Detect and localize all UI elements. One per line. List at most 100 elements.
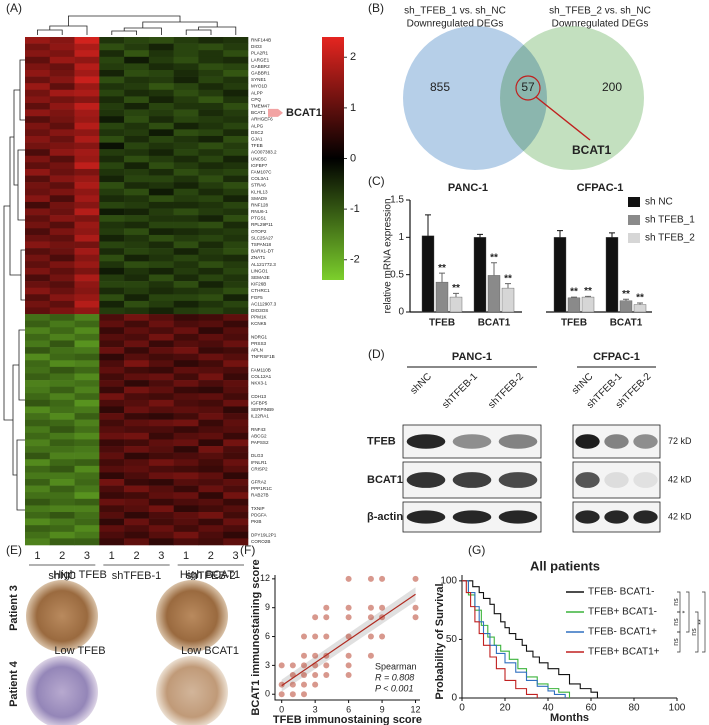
heatmap-cell — [198, 102, 224, 110]
bar — [567, 297, 581, 313]
heatmap-cell — [223, 538, 249, 546]
heatmap-cell — [49, 393, 75, 401]
heatmap-cell — [148, 512, 174, 519]
heatmap-cell — [74, 96, 100, 104]
gene-label: IFNLR1 — [251, 460, 267, 465]
heatmap-cell — [148, 122, 174, 130]
gene-label: PRSS3 — [251, 341, 267, 346]
ihc-caption: Low BCAT1 — [181, 645, 239, 657]
heatmap-cell — [49, 89, 75, 97]
heatmap-cell — [223, 432, 249, 440]
y-tick-label: 100 — [440, 575, 457, 586]
heatmap-cell — [49, 287, 75, 295]
gene-label: TXNIP — [251, 506, 265, 511]
gene-label: PKIB — [251, 519, 261, 524]
heatmap-cell — [173, 525, 199, 533]
heatmap-cell — [99, 162, 125, 170]
gene-label: FGF5 — [251, 295, 263, 300]
heatmap-cell — [25, 109, 51, 117]
heatmap-cell — [148, 69, 174, 77]
heatmap-cell — [25, 525, 51, 533]
heatmap-cell — [25, 393, 51, 401]
heatmap-cell — [173, 347, 199, 354]
heatmap-cell — [74, 393, 100, 401]
heatmap-cell — [173, 518, 199, 526]
heatmap-cell — [74, 439, 100, 447]
heatmap-cell — [99, 512, 125, 519]
heatmap-cell — [25, 69, 51, 77]
heatmap-cell — [49, 63, 75, 71]
gene-label: CRISP2 — [251, 466, 268, 471]
x-tick-label: 0 — [459, 703, 465, 714]
heatmap-cell — [99, 459, 125, 467]
heatmap-cell — [173, 142, 199, 150]
heatmap-cell — [74, 109, 100, 117]
heatmap-cell — [25, 320, 51, 328]
heatmap-cell — [49, 228, 75, 236]
panel-label: (B) — [368, 1, 384, 15]
heatmap-cell — [49, 333, 75, 341]
significance: ** — [636, 293, 644, 304]
heatmap-cell — [124, 505, 150, 513]
scatter-point — [367, 652, 374, 659]
heatmap-cell — [99, 195, 125, 203]
scatter-point — [379, 604, 386, 611]
scatter-point — [345, 652, 352, 659]
heatmap-cell — [49, 406, 75, 414]
heatmap-cell — [74, 479, 100, 486]
x-tick-label: TFEB — [561, 318, 587, 329]
heatmap-cell — [74, 182, 100, 190]
comparison-bracket — [686, 591, 690, 633]
gene-label: DSC2 — [251, 130, 264, 135]
heatmap-cell — [173, 465, 199, 473]
heatmap-cell — [124, 360, 150, 368]
patient-label: Patient 4 — [8, 660, 20, 707]
fit-line — [281, 593, 416, 687]
heatmap-cell — [124, 353, 150, 361]
heatmap-cell — [148, 261, 174, 269]
blot-row-label: TFEB — [367, 435, 396, 447]
heatmap-cell — [124, 459, 150, 467]
heatmap-cell — [49, 175, 75, 183]
ihc-caption: High TFEB — [53, 569, 107, 581]
heatmap-cell — [25, 538, 51, 546]
heatmap-cell — [223, 274, 249, 282]
heatmap-cell — [198, 96, 224, 104]
heatmap-cell — [198, 399, 224, 407]
gene-label: AL121772.3 — [251, 262, 276, 267]
heatmap-cell — [99, 221, 125, 229]
heatmap-cell — [223, 386, 249, 394]
heatmap-cell — [173, 333, 199, 341]
gene-label: GFRA2 — [251, 480, 267, 485]
heatmap-cell — [124, 287, 150, 295]
heatmap-cell — [198, 531, 224, 539]
heatmap-cell — [223, 340, 249, 348]
heatmap-cell — [99, 83, 125, 91]
group-title: CFPAC-1 — [577, 182, 624, 194]
gene-label: OTOP2 — [251, 229, 267, 234]
significance: ** — [490, 252, 498, 263]
heatmap-cell — [74, 195, 100, 203]
heatmap-cell — [223, 215, 249, 223]
heatmap-cell — [198, 221, 224, 229]
heatmap-cell — [173, 432, 199, 440]
heatmap-cell — [148, 485, 174, 493]
heatmap-cell — [198, 360, 224, 368]
heatmap-cell — [223, 353, 249, 361]
heatmap-cell — [99, 452, 125, 460]
gene-label: BCAT1 — [251, 110, 266, 115]
heatmap-cell — [99, 413, 125, 420]
heatmap-cell — [173, 89, 199, 97]
heatmap-cell — [124, 168, 150, 176]
heatmap-cell — [223, 525, 249, 533]
heatmap-cell — [99, 307, 125, 315]
gene-label: MYO1D — [251, 84, 268, 89]
heatmap-cell — [99, 353, 125, 361]
gene-label: SLC25A27 — [251, 235, 274, 240]
colorbar-tick-label: -2 — [350, 254, 360, 266]
heatmap-cell — [198, 142, 224, 150]
heatmap-cell — [74, 327, 100, 335]
heatmap-cell — [99, 373, 125, 381]
heatmap-cell — [148, 37, 174, 44]
heatmap-cell — [223, 281, 249, 289]
